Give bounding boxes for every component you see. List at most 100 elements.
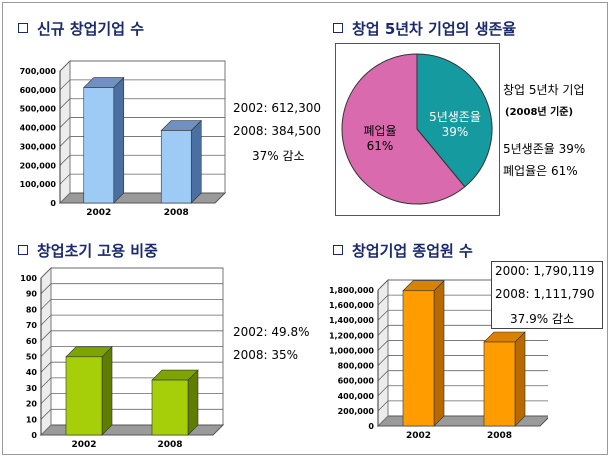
bar-side-2002 [433, 280, 445, 427]
y-tick-label: 100 [20, 274, 37, 283]
startups-2008-note: 2008: 384,500 [233, 124, 322, 138]
gridline-diagonal [40, 299, 52, 310]
survival-title-note: 창업 5년차 기업 [503, 83, 585, 97]
gridline-diagonal [377, 279, 389, 291]
y-tick-label: 20 [26, 400, 38, 409]
heading-new-startups-text: 신규 창업기업 수 [37, 20, 145, 38]
pie-closure-label: 폐업율 61% [350, 124, 410, 154]
checkbox-bullet-icon [18, 245, 28, 255]
gridline-diagonal [59, 79, 71, 91]
bar-side-2008 [187, 369, 199, 436]
startups-2002-note: 2002: 612,300 [233, 101, 322, 115]
gridline-diagonal [40, 346, 52, 357]
y-tick-label: 10 [26, 415, 38, 424]
gridline-diagonal [40, 409, 52, 420]
x-tick-label: 2008 [487, 431, 512, 441]
y-tick-label: 600,000 [20, 86, 57, 95]
employees-change-note: 37.9% 감소 [510, 312, 575, 326]
y-tick-label: 30 [26, 384, 38, 393]
x-tick-label: 2002 [406, 431, 431, 441]
gridline-diagonal [377, 385, 389, 397]
y-tick-label: 700,000 [20, 67, 57, 76]
employees-2000-note: 2000: 1,790,119 [495, 264, 595, 278]
gridline-diagonal [59, 173, 71, 185]
bar-2002 [65, 356, 103, 436]
bar-2008 [160, 130, 192, 204]
y-tick-label: 400,000 [338, 392, 375, 401]
pie-survival-name: 5년생존율 [429, 110, 481, 124]
survival-basis-note: (2008년 기준) [505, 107, 574, 118]
checkbox-bullet-icon [333, 23, 343, 33]
y-tick-label: 800,000 [338, 362, 375, 371]
bar-2002 [83, 87, 115, 204]
y-tick-label: 200,000 [20, 161, 57, 170]
gridline-diagonal [40, 283, 52, 294]
gridline-diagonal [59, 155, 71, 166]
heading-employees: 창업기업 종업원 수 [333, 240, 473, 261]
pie-survival-label: 5년생존율 39% [420, 110, 490, 140]
gridline-diagonal [377, 309, 389, 321]
checkbox-bullet-icon [18, 23, 28, 33]
gridline-diagonal [40, 393, 52, 404]
employees-note-box [491, 261, 603, 329]
heading-five-year-survival: 창업 5년차 기업의 생존율 [333, 18, 516, 39]
y-tick-label: 0 [31, 431, 37, 440]
heading-early-employment-text: 창업초기 고용 비중 [37, 242, 158, 260]
y-tick-label: 1,000,000 [329, 346, 374, 355]
y-tick-label: 1,400,000 [329, 316, 374, 325]
y-tick-label: 1,600,000 [329, 301, 374, 310]
y-tick-label: 60 [26, 337, 38, 346]
y-tick-label: 400,000 [20, 124, 57, 133]
y-tick-label: 100,000 [20, 180, 57, 189]
startups-change-note: 37% 감소 [252, 149, 305, 163]
pie-slice-closure [341, 53, 466, 205]
heading-new-startups: 신규 창업기업 수 [18, 18, 144, 39]
early-employment-bar-chart: 0 10 20 30 40 50 60 70 80 90 100 2002 2008 [20, 267, 225, 449]
employment-2002-note: 2002: 49.8% [233, 325, 310, 339]
y-tick-label: 500,000 [20, 105, 57, 114]
y-tick-label: 300,000 [20, 142, 57, 151]
pie-closure-name: 폐업율 [363, 124, 397, 138]
survival-pie-chart [341, 53, 493, 205]
gridline-diagonal [59, 136, 71, 147]
gridline-diagonal [59, 60, 71, 72]
y-tick-label: 1,200,000 [329, 331, 374, 340]
y-tick-label: 0 [368, 422, 374, 431]
heading-five-year-survival-text: 창업 5년차 기업의 생존율 [352, 20, 517, 38]
gridline-diagonal [40, 330, 52, 342]
x-tick-label: 2002 [86, 208, 111, 218]
y-tick-label: 40 [26, 368, 38, 377]
bar-side-2002 [113, 76, 125, 204]
gridline-diagonal [40, 314, 52, 326]
y-tick-label: 50 [26, 353, 38, 362]
y-tick-label: 600,000 [338, 377, 375, 386]
x-tick-label: 2008 [164, 208, 189, 218]
employees-2008-note: 2008: 1,111,790 [495, 287, 595, 301]
bar-side-2008 [514, 331, 526, 427]
y-tick-label: 0 [50, 199, 56, 208]
heading-employees-text: 창업기업 종업원 수 [352, 242, 473, 260]
gridline-diagonal [40, 377, 52, 389]
heading-early-employment: 창업초기 고용 비중 [18, 240, 158, 261]
survival-rate-note: 5년생존율 39% [503, 142, 586, 156]
gridline-diagonal [377, 325, 389, 336]
closure-rate-note: 폐업율은 61% [503, 164, 578, 178]
bar-2008 [483, 341, 516, 427]
pie-closure-value: 61% [366, 139, 394, 153]
plot-side-wall [377, 278, 389, 428]
gridline-diagonal [377, 400, 389, 412]
new-startups-bar-chart: 0 100,000 200,000 300,000 400,000 500,000 600,… [20, 59, 227, 218]
y-tick-label: 200,000 [338, 407, 375, 416]
checkbox-bullet-icon [333, 245, 343, 255]
gridline-diagonal [59, 98, 71, 109]
x-tick-label: 2002 [71, 440, 96, 449]
gridline-diagonal [377, 355, 389, 366]
x-tick-label: 2008 [157, 440, 182, 449]
pie-slice-survival [416, 53, 493, 188]
y-tick-label: 90 [26, 290, 38, 299]
y-tick-label: 1,800,000 [329, 286, 374, 295]
plot-side-wall [59, 59, 71, 205]
bar-side-2002 [101, 346, 113, 436]
bar-2002 [402, 290, 435, 427]
